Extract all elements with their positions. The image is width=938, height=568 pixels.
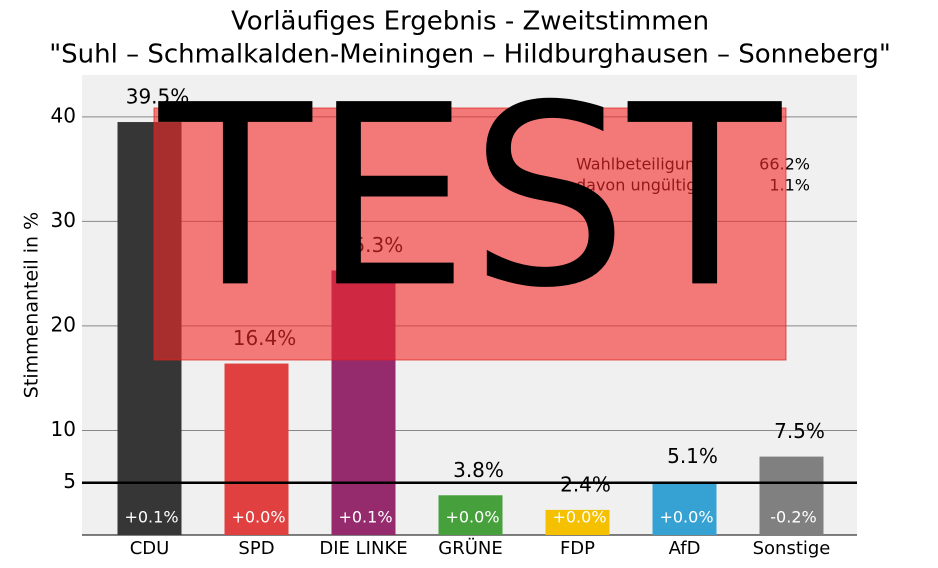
bar — [759, 456, 824, 535]
x-tick-label: AfD — [669, 538, 701, 559]
bar — [652, 481, 717, 535]
x-tick-label: SPD — [238, 538, 274, 559]
change-label: -0.2% — [770, 508, 816, 527]
x-tick-label: CDU — [130, 538, 170, 559]
watermark: TEST — [158, 51, 782, 342]
bar — [224, 363, 289, 535]
x-tick-label: FDP — [560, 538, 595, 559]
x-tick-label: GRÜNE — [438, 537, 502, 559]
value-label: 7.5% — [774, 419, 825, 443]
value-label: 3.8% — [453, 458, 504, 482]
bar — [438, 495, 503, 535]
chart-title: Vorläufiges Ergebnis - Zweitstimmen — [231, 7, 709, 37]
y-tick-label: 10 — [51, 417, 76, 441]
value-label: 39.5% — [126, 85, 190, 109]
change-label: +0.0% — [659, 508, 713, 527]
bar — [545, 509, 610, 535]
y-axis-label: Stimmenanteil in % — [21, 212, 43, 398]
x-tick-label: DIE LINKE — [319, 538, 407, 559]
y-tick-label: 30 — [51, 208, 76, 232]
change-label: +0.1% — [124, 508, 178, 527]
change-label: +0.0% — [231, 508, 285, 527]
y-tick-label: 5 — [63, 469, 76, 493]
value-label: 2.4% — [560, 472, 611, 496]
chart-subtitle: "Suhl – Schmalkalden-Meiningen – Hildbur… — [49, 40, 891, 70]
watermark-box — [153, 107, 787, 361]
change-label: +0.0% — [552, 508, 606, 527]
change-label: +0.1% — [338, 508, 392, 527]
change-label: +0.0% — [445, 508, 499, 527]
value-label: 5.1% — [667, 444, 718, 468]
y-tick-label: 40 — [51, 103, 76, 127]
x-tick-label: Sonstige — [753, 538, 831, 559]
y-tick-label: 20 — [51, 312, 76, 336]
